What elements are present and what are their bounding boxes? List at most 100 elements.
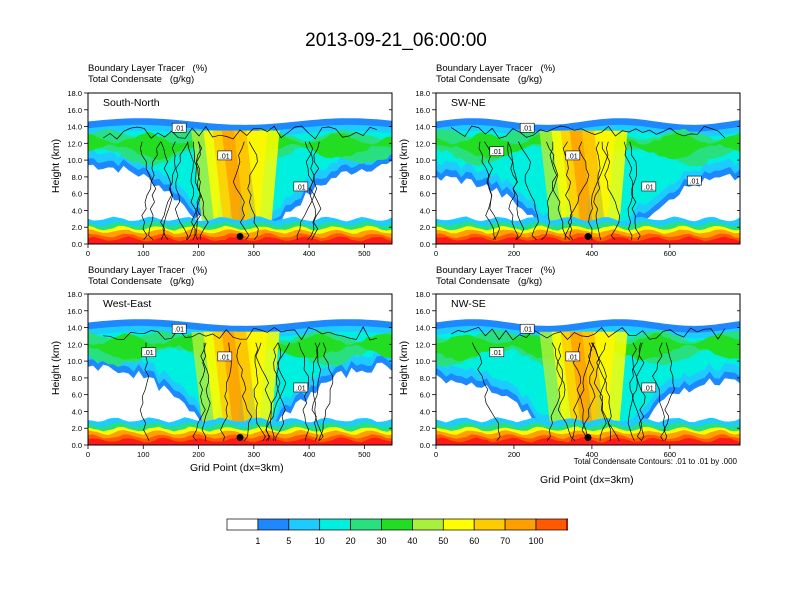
x-tick-label: 200 <box>192 249 205 258</box>
x-tick-label: 400 <box>303 249 316 258</box>
contour-label: .01 <box>217 150 233 160</box>
y-tick-label: 0.0 <box>72 240 82 249</box>
bl-band <box>436 437 740 445</box>
x-axis-label: Grid Point (dx=3km) <box>190 462 284 474</box>
colorbar-swatch <box>381 518 413 531</box>
contour-line <box>103 125 377 140</box>
location-marker <box>584 232 592 240</box>
panel-name: NW-SE <box>451 298 486 310</box>
contour-label: .01 <box>565 351 581 361</box>
contour-label: .01 <box>565 150 581 160</box>
contour-line <box>160 141 172 240</box>
contour-label: .01 <box>687 175 702 186</box>
contour-line <box>247 141 259 241</box>
contour-line <box>629 141 641 240</box>
panel-name: South-North <box>103 97 160 109</box>
y-tick-label: 10.0 <box>415 357 430 366</box>
x-tick-label: 0 <box>86 249 90 258</box>
core-column <box>594 331 628 437</box>
y-tick-label: 4.0 <box>72 407 82 416</box>
contour-line <box>632 342 646 442</box>
y-tick-label: 8.0 <box>72 374 82 383</box>
contour-line <box>588 141 609 240</box>
contour-line <box>652 342 666 441</box>
y-tick-label: 18.0 <box>67 89 82 98</box>
contour-line <box>187 141 202 240</box>
colorbar-swatch <box>288 518 321 531</box>
x-tick-label: 100 <box>137 249 150 258</box>
colorbar-swatch <box>473 518 506 531</box>
contour-label-text: .01 <box>174 126 184 133</box>
y-tick-label: 2.0 <box>72 223 82 232</box>
x-tick-label: 600 <box>664 249 677 258</box>
y-tick-label: 10.0 <box>67 357 82 366</box>
contour-line <box>549 141 571 241</box>
shaded-field <box>88 93 392 244</box>
colorbar-swatch <box>412 518 444 531</box>
colorbar-swatch <box>319 518 351 531</box>
y-tick-label: 6.0 <box>72 391 82 400</box>
y-tick-label: 8.0 <box>72 173 82 182</box>
contour-line <box>631 342 645 441</box>
x-tick-label: 0 <box>86 450 90 459</box>
boundary-layer <box>436 417 740 445</box>
x-tick-label: 400 <box>586 249 599 258</box>
y-tick-label: 16.0 <box>415 307 430 316</box>
colorbar-label: 30 <box>376 536 386 546</box>
contour-label: .01 <box>293 382 309 392</box>
contour-label-text: .01 <box>644 184 654 191</box>
colorbar-label: 1 <box>255 536 260 546</box>
contour-label-text: .01 <box>144 350 154 357</box>
y-tick-label: 10.0 <box>415 156 430 165</box>
colorbar-label: 40 <box>407 536 417 546</box>
y-tick-label: 14.0 <box>415 324 430 333</box>
y-tick-label: 14.0 <box>415 123 430 132</box>
contour-line <box>581 342 596 441</box>
contour-label: .01 <box>641 382 657 392</box>
contour-line <box>200 342 211 441</box>
x-tick-label: 300 <box>248 249 261 258</box>
panel-header-line-2: Total Condensate (g/kg) <box>88 74 195 85</box>
panel-plot-2: .01 .01 .01 .01 West-East 0.0 2.0 4.0 6.0 8.0 10.0… <box>67 290 393 459</box>
contour-label-text: .01 <box>492 350 502 357</box>
y-tick-label: 6.0 <box>420 190 430 199</box>
contour-label: .01 <box>217 351 233 361</box>
colorbar-swatch <box>504 518 537 531</box>
y-tick-label: 10.0 <box>67 156 82 165</box>
panel-header-line-2: Total Condensate (g/kg) <box>88 276 195 287</box>
contour-label: .01 <box>489 347 505 357</box>
plot-frame <box>87 92 393 245</box>
panel-header-line-2: Total Condensate (g/kg) <box>436 276 543 287</box>
panel-header-line-2: Total Condensate (g/kg) <box>436 74 543 85</box>
colorbar-label: 5 <box>286 536 291 546</box>
contour-line <box>192 342 207 442</box>
x-tick-label: 500 <box>358 450 371 459</box>
contour-line <box>311 342 321 441</box>
contour-line <box>541 141 559 241</box>
panel-name: West-East <box>103 298 151 310</box>
contour-line <box>556 342 576 442</box>
contour-line <box>507 141 525 241</box>
y-tick-label: 14.0 <box>67 324 82 333</box>
y-tick-label: 14.0 <box>67 123 82 132</box>
panel-header-line-1: Boundary Layer Tracer (%) <box>88 63 208 74</box>
shaded-field <box>436 93 740 244</box>
y-tick-label: 6.0 <box>72 190 82 199</box>
condensate-contours <box>103 326 377 442</box>
x-tick-label: 0 <box>434 249 438 258</box>
x-tick-label: 400 <box>303 450 316 459</box>
plot-frame <box>435 293 741 446</box>
bl-band <box>88 437 392 445</box>
contour-line <box>546 342 563 442</box>
y-tick-label: 0.0 <box>420 441 430 450</box>
contour-label-text: .01 <box>644 385 654 392</box>
colorbar-label: 60 <box>469 536 479 546</box>
y-tick-label: 12.0 <box>67 340 82 349</box>
contour-line <box>141 141 161 241</box>
colorbar: 1 5 10 20 30 40 50 60 70 100 <box>226 518 568 546</box>
contour-line <box>451 125 726 139</box>
y-tick-label: 16.0 <box>67 307 82 316</box>
contour-note: Total Condensate Contours: .01 to .01 by… <box>573 457 737 466</box>
contour-line <box>663 342 675 441</box>
contour-line <box>255 342 272 441</box>
